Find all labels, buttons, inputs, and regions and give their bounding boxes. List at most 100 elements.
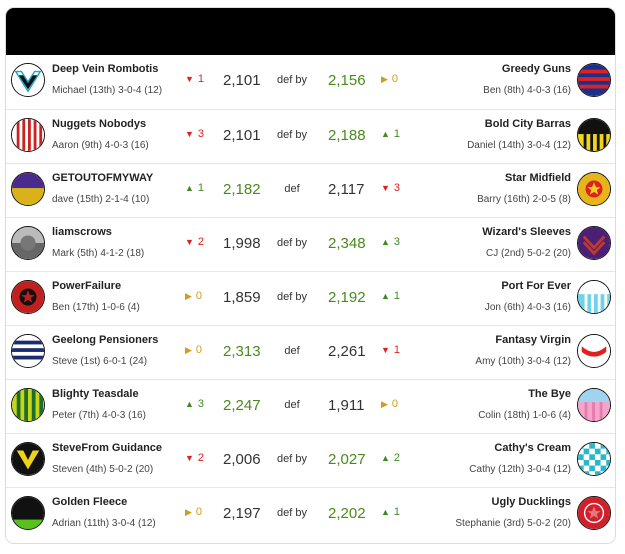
right-rank-change-value: 3 — [393, 236, 401, 248]
right-rank-change-value: 1 — [393, 128, 401, 140]
right-owner-record: Amy (10th) 3-0-4 (12) — [475, 356, 571, 367]
left-rank-change-value: 1 — [197, 182, 205, 194]
card-header — [6, 8, 615, 55]
left-team-name[interactable]: Golden Fleece — [52, 496, 128, 508]
rank-up-icon: ▲ — [185, 399, 194, 409]
left-rank-change-value: 1 — [197, 73, 205, 85]
left-rank-change: ▶ 0 — [185, 290, 202, 302]
right-team-name[interactable]: The Bye — [528, 388, 571, 400]
match-result: def by — [277, 291, 307, 303]
rank-down-icon: ▼ — [185, 237, 194, 247]
matchup-row[interactable]: Nuggets Nobodys Aaron (9th) 4-0-3 (16) ▼… — [6, 109, 615, 163]
left-score: 2,006 — [223, 451, 261, 468]
right-score: 2,156 — [328, 72, 366, 89]
team-logo-icon — [577, 172, 611, 206]
right-rank-change: ▼ 1 — [381, 344, 400, 356]
left-score: 2,101 — [223, 72, 261, 89]
left-team-name[interactable]: Geelong Pensioners — [52, 334, 159, 346]
match-result: def by — [277, 237, 307, 249]
right-team-name[interactable]: Star Midfield — [504, 172, 571, 184]
left-rank-change: ▼ 2 — [185, 452, 204, 464]
left-rank-change: ▲ 1 — [185, 182, 204, 194]
left-team-name[interactable]: PowerFailure — [52, 280, 122, 292]
left-team-name[interactable]: Blighty Teasdale — [52, 388, 139, 400]
rank-flat-icon: ▶ — [185, 291, 192, 301]
right-owner-record: Daniel (14th) 3-0-4 (12) — [467, 140, 571, 151]
matchup-row[interactable]: Blighty Teasdale Peter (7th) 4-0-3 (16) … — [6, 379, 615, 433]
left-rank-change-value: 0 — [195, 290, 203, 302]
left-owner-record: Aaron (9th) 4-0-3 (16) — [52, 140, 149, 151]
rank-up-icon: ▲ — [185, 183, 194, 193]
team-logo-icon — [11, 63, 45, 97]
right-owner-record: Stephanie (3rd) 5-0-2 (20) — [455, 518, 571, 529]
right-score: 2,202 — [328, 505, 366, 522]
left-rank-change: ▼ 2 — [185, 236, 204, 248]
left-owner-record: Steven (4th) 5-0-2 (20) — [52, 464, 154, 475]
right-team-name[interactable]: Wizard's Sleeves — [482, 226, 571, 238]
right-rank-change-value: 0 — [391, 73, 399, 85]
team-logo-icon — [577, 63, 611, 97]
left-score: 2,182 — [223, 181, 261, 198]
left-owner-record: dave (15th) 2-1-4 (10) — [52, 194, 150, 205]
rank-up-icon: ▲ — [381, 237, 390, 247]
team-logo-icon — [577, 334, 611, 368]
left-team-name[interactable]: SteveFrom Guidance — [52, 442, 163, 454]
right-rank-change: ▶ 0 — [381, 398, 398, 410]
right-team-name[interactable]: Ugly Ducklings — [491, 496, 571, 508]
left-team-name[interactable]: GETOUTOFMYWAY — [52, 172, 154, 184]
left-score: 1,998 — [223, 235, 261, 252]
left-rank-change-value: 2 — [197, 236, 205, 248]
left-rank-change-value: 2 — [197, 452, 205, 464]
rank-flat-icon: ▶ — [381, 74, 388, 84]
rank-flat-icon: ▶ — [185, 345, 192, 355]
right-team-name[interactable]: Port For Ever — [501, 280, 571, 292]
right-team-name[interactable]: Cathy's Cream — [494, 442, 571, 454]
rank-down-icon: ▼ — [381, 345, 390, 355]
left-owner-record: Steve (1st) 6-0-1 (24) — [52, 356, 148, 367]
left-rank-change: ▲ 3 — [185, 398, 204, 410]
left-owner-record: Adrian (11th) 3-0-4 (12) — [52, 518, 156, 529]
team-logo-icon — [11, 496, 45, 530]
left-team-name[interactable]: Nuggets Nobodys — [52, 118, 147, 130]
team-logo-icon — [11, 172, 45, 206]
matchup-row[interactable]: SteveFrom Guidance Steven (4th) 5-0-2 (2… — [6, 433, 615, 487]
right-team-name[interactable]: Bold City Barras — [484, 118, 571, 130]
rank-flat-icon: ▶ — [185, 507, 192, 517]
right-score: 2,027 — [328, 451, 366, 468]
matchup-row[interactable]: Deep Vein Rombotis Michael (13th) 3-0-4 … — [6, 55, 615, 109]
rank-down-icon: ▼ — [185, 453, 194, 463]
matchup-row[interactable]: Golden Fleece Adrian (11th) 3-0-4 (12) ▶… — [6, 487, 615, 541]
right-rank-change: ▶ 0 — [381, 73, 398, 85]
right-score: 2,348 — [328, 235, 366, 252]
rank-flat-icon: ▶ — [381, 399, 388, 409]
matchup-list: Deep Vein Rombotis Michael (13th) 3-0-4 … — [6, 55, 615, 541]
matchup-row[interactable]: GETOUTOFMYWAY dave (15th) 2-1-4 (10) ▲ 1 … — [6, 163, 615, 217]
right-owner-record: Barry (16th) 2-0-5 (8) — [477, 194, 571, 205]
match-result: def by — [277, 507, 307, 519]
right-team-name[interactable]: Greedy Guns — [501, 63, 571, 75]
left-rank-change: ▶ 0 — [185, 506, 202, 518]
right-owner-record: Cathy (12th) 3-0-4 (12) — [469, 464, 571, 475]
left-score: 2,101 — [223, 127, 261, 144]
left-team-name[interactable]: liamscrows — [52, 226, 112, 238]
left-rank-change: ▼ 3 — [185, 128, 204, 140]
right-owner-record: Jon (6th) 4-0-3 (16) — [484, 302, 571, 313]
right-score: 2,117 — [328, 181, 365, 198]
right-rank-change: ▲ 1 — [381, 128, 400, 140]
left-team-name[interactable]: Deep Vein Rombotis — [52, 63, 159, 75]
match-result: def by — [277, 74, 307, 86]
left-rank-change: ▼ 1 — [185, 73, 204, 85]
left-rank-change-value: 3 — [197, 128, 205, 140]
right-score: 2,261 — [328, 343, 366, 360]
matchup-row[interactable]: PowerFailure Ben (17th) 1-0-6 (4) ▶ 0 1,8… — [6, 271, 615, 325]
left-rank-change-value: 3 — [197, 398, 205, 410]
right-team-name[interactable]: Fantasy Virgin — [495, 334, 571, 346]
left-rank-change-value: 0 — [195, 344, 203, 356]
left-owner-record: Mark (5th) 4-1-2 (18) — [52, 248, 145, 259]
matchup-row[interactable]: liamscrows Mark (5th) 4-1-2 (18) ▼ 2 1,99… — [6, 217, 615, 271]
right-rank-change: ▲ 1 — [381, 506, 400, 518]
matchup-row[interactable]: Geelong Pensioners Steve (1st) 6-0-1 (24… — [6, 325, 615, 379]
team-logo-icon — [577, 118, 611, 152]
right-rank-change-value: 1 — [393, 506, 401, 518]
rank-up-icon: ▲ — [381, 507, 390, 517]
